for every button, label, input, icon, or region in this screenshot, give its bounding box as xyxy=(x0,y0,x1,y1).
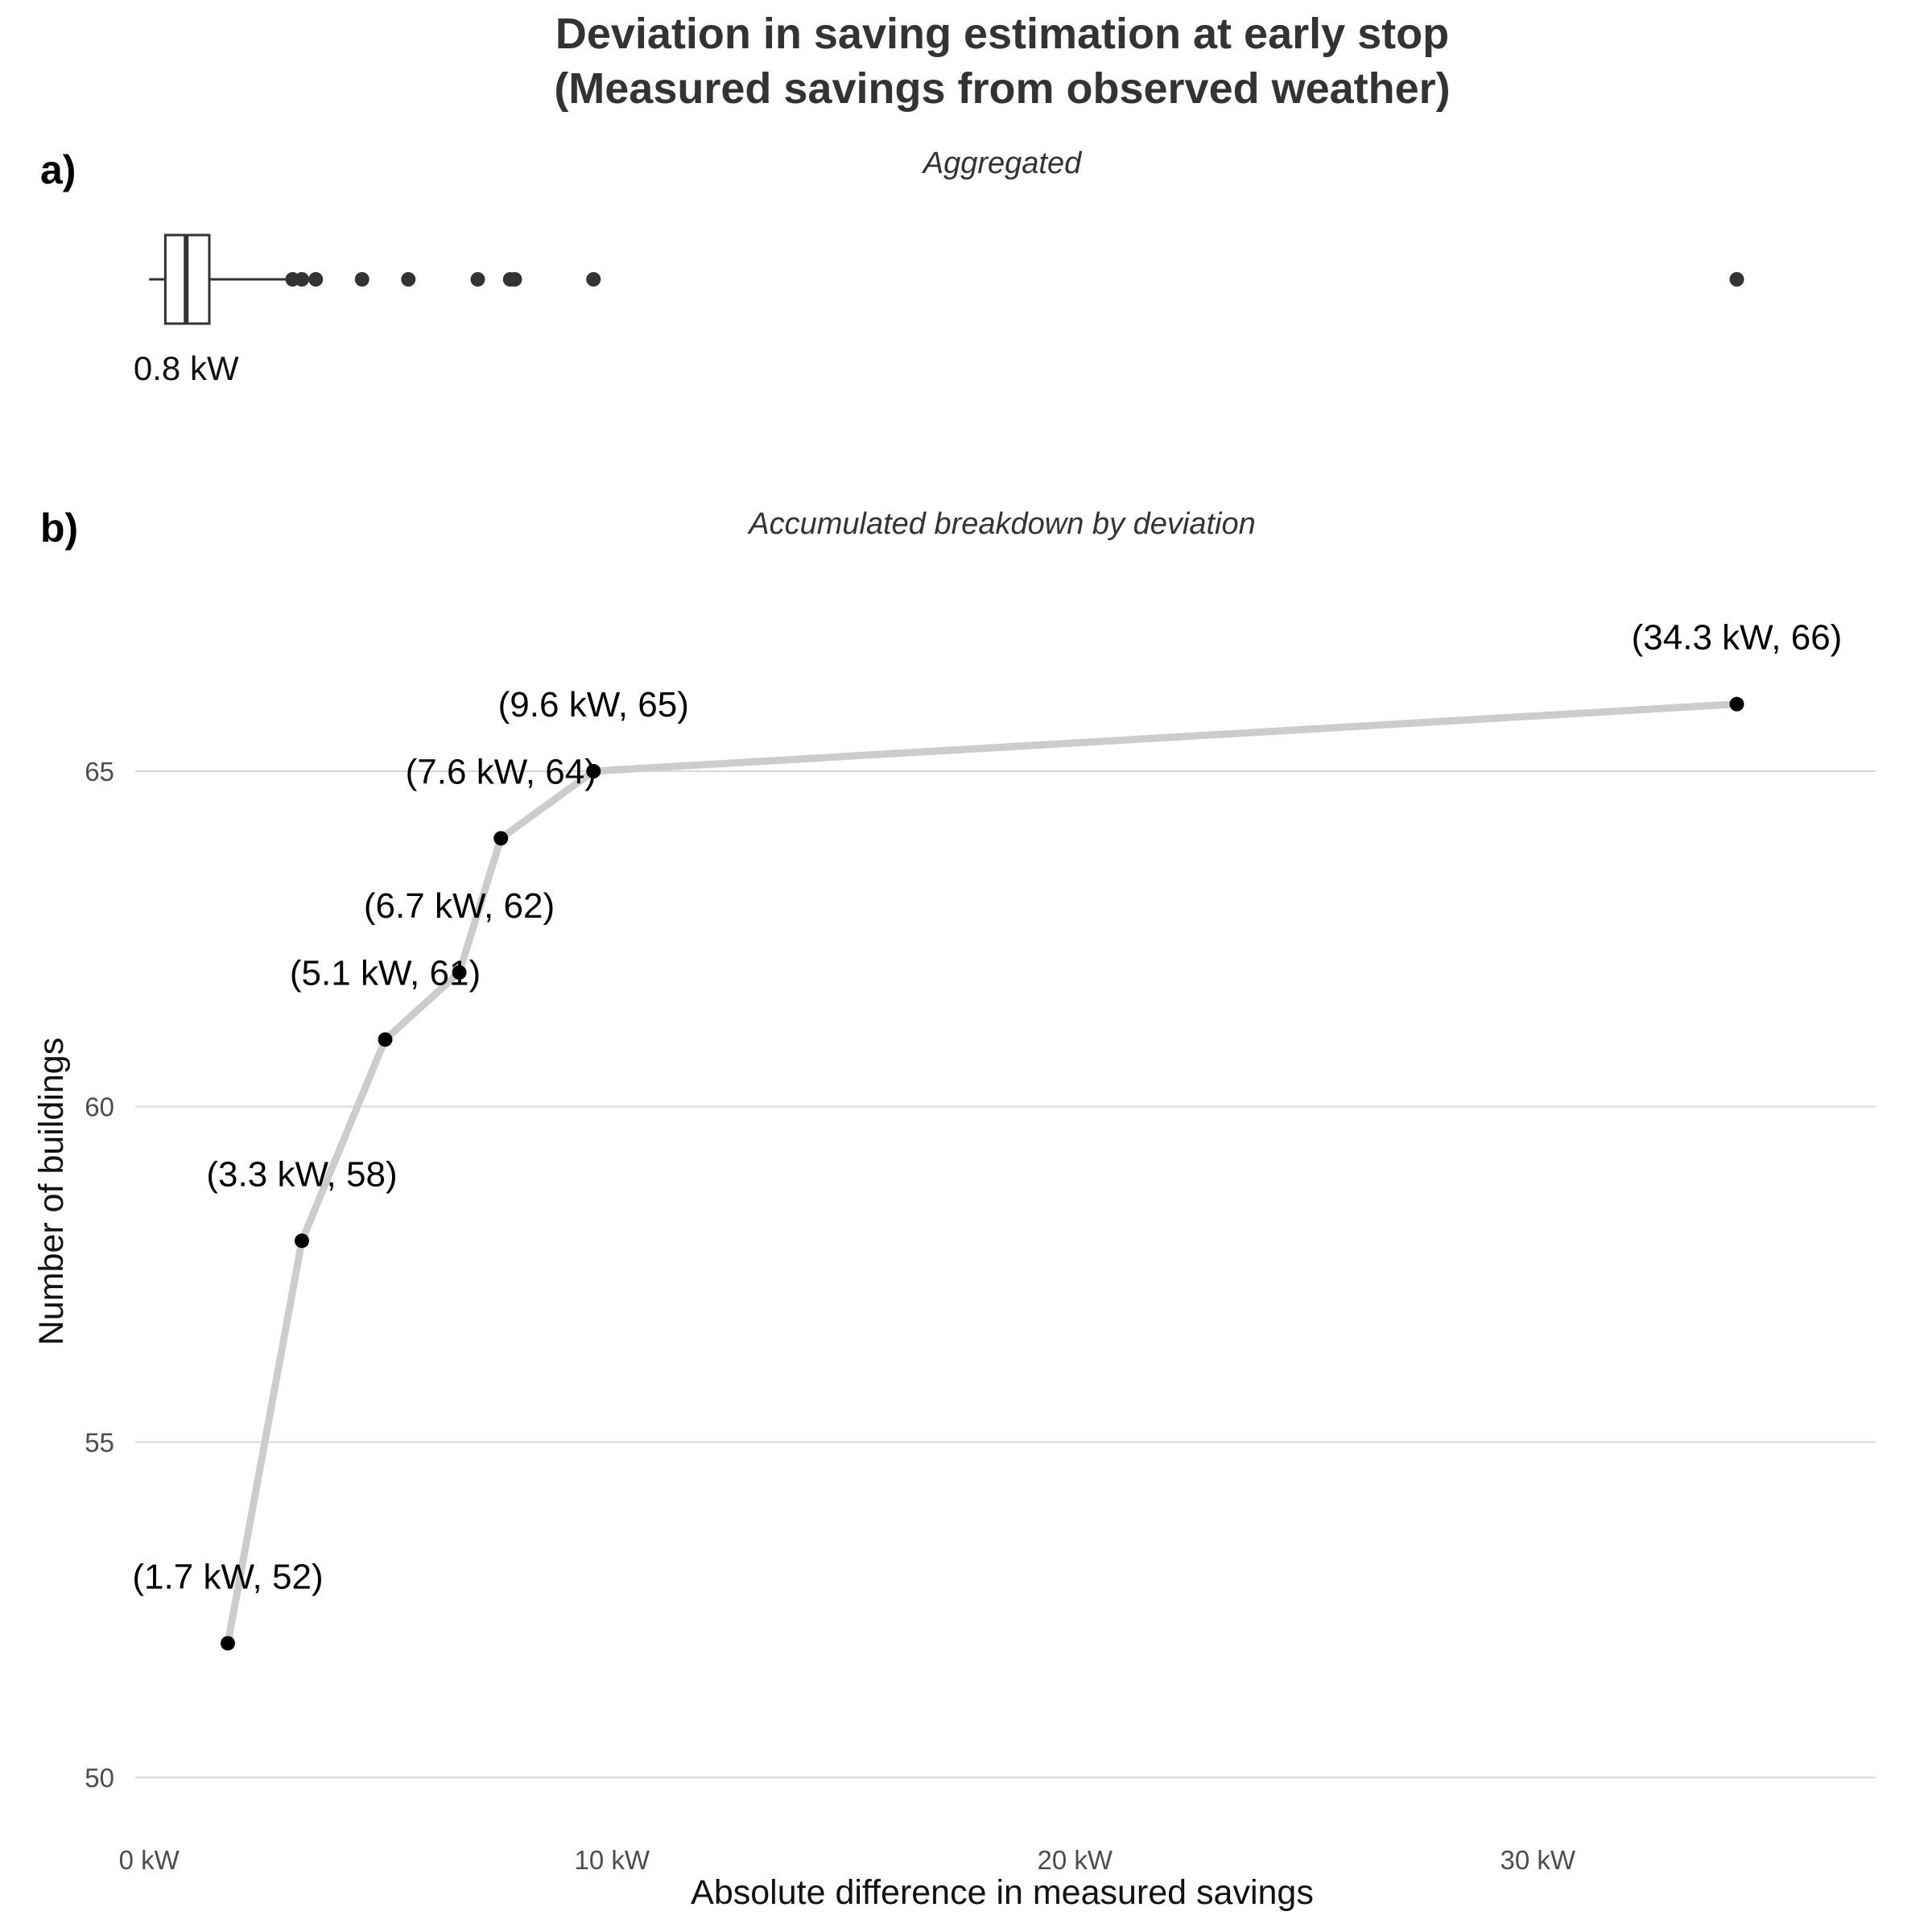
x-tick-label: 30 kW xyxy=(1500,1845,1575,1875)
chart-title-line2: (Measured savings from observed weather) xyxy=(554,64,1450,113)
data-point xyxy=(493,831,509,846)
data-point xyxy=(586,764,601,778)
data-label: (1.7 kW, 52) xyxy=(132,1557,323,1596)
data-point xyxy=(378,1032,393,1047)
data-labels: (1.7 kW, 52) (3.3 kW, 58) (5.1 kW, 61) (6.7… xyxy=(132,618,1842,1597)
data-point xyxy=(452,965,467,980)
data-label: (6.7 kW, 62) xyxy=(364,886,555,926)
y-tick-label: 60 xyxy=(85,1092,114,1122)
data-label: (9.6 kW, 65) xyxy=(498,685,689,724)
outlier-point xyxy=(470,272,485,287)
data-point xyxy=(1729,696,1744,712)
panel-a: a) Aggregated 0.8 kW xyxy=(40,147,1744,387)
outlier-point xyxy=(401,272,416,287)
y-tick-label: 50 xyxy=(85,1763,114,1793)
outlier-point xyxy=(295,272,309,287)
data-label: (34.3 kW, 66) xyxy=(1632,618,1843,658)
series-line xyxy=(224,700,1740,1647)
data-label: (5.1 kW, 61) xyxy=(290,953,481,993)
x-axis-ticks: 0 kW 10 kW 20 kW 30 kW xyxy=(119,1845,1576,1875)
data-points xyxy=(221,696,1744,1651)
outlier-point xyxy=(507,272,522,287)
panel-a-subtitle: Aggregated xyxy=(922,147,1083,180)
boxplot xyxy=(149,233,1744,325)
y-tick-label: 55 xyxy=(85,1427,114,1457)
x-tick-label: 20 kW xyxy=(1037,1845,1113,1875)
outlier-point xyxy=(354,272,369,287)
panel-b-subtitle: Accumulated breakdown by deviation xyxy=(747,507,1256,541)
outlier-point xyxy=(308,272,324,287)
outlier-point xyxy=(586,272,601,287)
y-axis-ticks: 50 55 60 65 xyxy=(85,757,114,1793)
x-axis-label: Absolute difference in measured savings xyxy=(691,1873,1314,1912)
panel-a-tag: a) xyxy=(40,147,76,192)
data-point xyxy=(221,1636,235,1651)
data-point xyxy=(295,1233,309,1249)
y-tick-label: 65 xyxy=(85,757,114,786)
data-label: (7.6 kW, 64) xyxy=(406,752,597,791)
median-label: 0.8 kW xyxy=(134,349,239,387)
chart-title-line1: Deviation in saving estimation at early … xyxy=(555,10,1449,58)
panel-b-tag: b) xyxy=(40,506,78,551)
y-axis-label: Number of buildings xyxy=(32,1038,71,1345)
panel-b: b) Accumulated breakdown by deviation 50… xyxy=(32,506,1876,1912)
gridlines xyxy=(135,770,1876,1778)
x-tick-label: 10 kW xyxy=(574,1845,650,1875)
outlier-point xyxy=(1729,272,1744,287)
x-tick-label: 0 kW xyxy=(119,1845,180,1875)
data-label: (3.3 kW, 58) xyxy=(206,1154,397,1194)
